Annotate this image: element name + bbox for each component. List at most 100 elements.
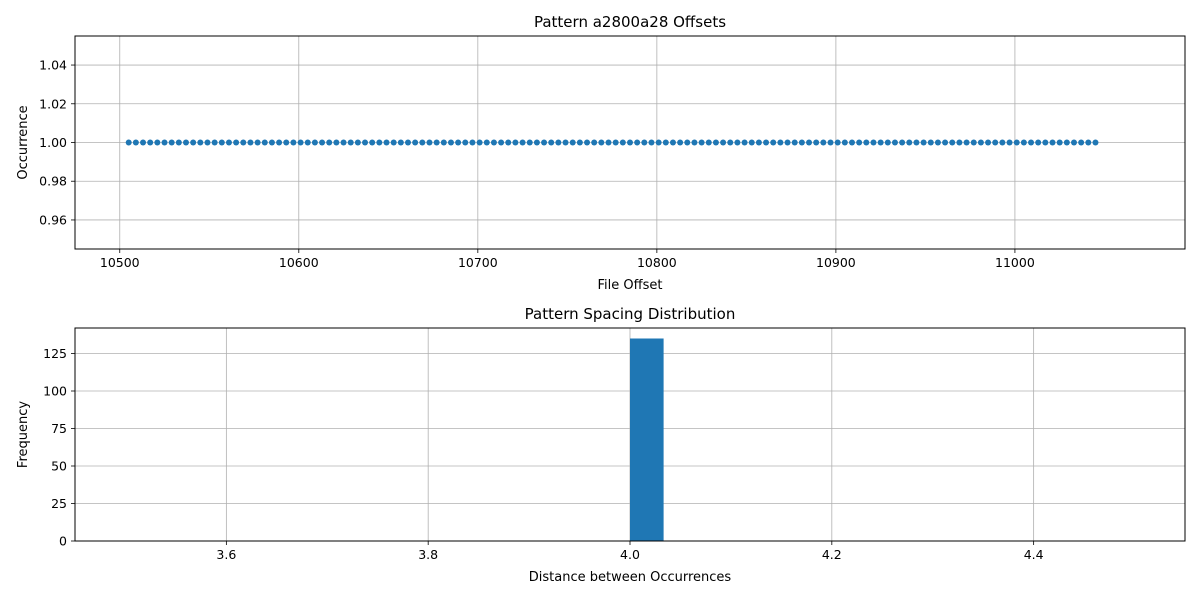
- offset-point: [168, 139, 175, 146]
- offset-point: [562, 139, 569, 146]
- offset-point: [1035, 139, 1042, 146]
- offset-point: [619, 139, 626, 146]
- offset-point: [412, 139, 419, 146]
- offset-point: [927, 139, 934, 146]
- offset-point: [856, 139, 863, 146]
- offset-point: [827, 139, 834, 146]
- offset-point: [720, 139, 727, 146]
- offset-point: [548, 139, 555, 146]
- offset-point: [641, 139, 648, 146]
- offset-point: [340, 139, 347, 146]
- offsets-points: [125, 139, 1099, 146]
- offsets-chart-title: Pattern a2800a28 Offsets: [534, 13, 726, 31]
- offset-point: [627, 139, 633, 146]
- offset-point: [347, 139, 354, 146]
- offset-point: [354, 139, 361, 146]
- offset-point: [132, 139, 139, 146]
- offset-point: [183, 139, 189, 146]
- offset-point: [1085, 139, 1092, 146]
- offsets-y-axis-label: Occurrence: [16, 105, 31, 179]
- offset-point: [533, 139, 540, 146]
- offset-point: [555, 139, 562, 146]
- spacing-bars: [630, 338, 664, 541]
- offset-point: [1006, 139, 1013, 146]
- spacing-x-ticks: 3.6 3.8 4.0 4.2 4.4: [216, 541, 1044, 562]
- offset-point: [591, 139, 598, 146]
- offset-point: [319, 139, 326, 146]
- y-tick-label: 1.00: [39, 135, 67, 150]
- offset-point: [763, 139, 770, 146]
- offset-point: [820, 139, 827, 146]
- y-tick-label: 25: [51, 496, 67, 511]
- offset-point: [1042, 139, 1049, 146]
- offset-point: [140, 139, 147, 146]
- offset-point: [276, 139, 283, 146]
- offset-point: [662, 139, 669, 146]
- offset-point: [1092, 139, 1099, 146]
- offset-point: [798, 139, 805, 146]
- offset-point: [985, 139, 992, 146]
- x-tick-label: 10600: [279, 255, 319, 270]
- offset-point: [440, 139, 447, 146]
- offset-point: [519, 139, 526, 146]
- x-tick-label: 4.0: [620, 547, 640, 562]
- y-tick-label: 1.02: [39, 96, 67, 111]
- offset-point: [576, 139, 583, 146]
- offset-point: [125, 139, 132, 146]
- y-tick-label: 1.04: [39, 58, 67, 73]
- offset-point: [147, 139, 154, 146]
- offset-point: [483, 139, 490, 146]
- offset-point: [1020, 139, 1027, 146]
- offset-point: [784, 139, 791, 146]
- spacing-y-axis-label: Frequency: [16, 401, 31, 468]
- offset-point: [727, 139, 734, 146]
- offset-point: [498, 139, 505, 146]
- offset-point: [1063, 139, 1070, 146]
- offset-point: [612, 139, 619, 146]
- offset-point: [934, 139, 941, 146]
- histogram-bar: [630, 338, 664, 541]
- offset-point: [669, 139, 676, 146]
- offset-point: [254, 139, 261, 146]
- offset-point: [476, 139, 483, 146]
- offset-point: [734, 139, 741, 146]
- offset-point: [712, 139, 719, 146]
- offsets-y-ticks: 0.96 0.98 1.00 1.02 1.04: [39, 58, 75, 227]
- offset-point: [834, 139, 841, 146]
- offset-point: [376, 139, 383, 146]
- offset-point: [225, 139, 232, 146]
- offset-point: [512, 139, 519, 146]
- offset-point: [634, 139, 641, 146]
- offset-point: [605, 139, 612, 146]
- x-tick-label: 3.8: [418, 547, 438, 562]
- offset-point: [791, 139, 798, 146]
- offset-point: [770, 139, 777, 146]
- y-tick-label: 0.96: [39, 212, 67, 227]
- offset-point: [584, 139, 591, 146]
- offsets-subplot: 10500 10600 10700 10800 10900 11000 0.96 0.98 1…: [16, 13, 1186, 293]
- offset-point: [748, 139, 755, 146]
- offset-point: [777, 139, 784, 146]
- y-tick-label: 100: [43, 384, 67, 399]
- offset-point: [913, 139, 920, 146]
- offset-point: [877, 139, 884, 146]
- offset-point: [211, 139, 218, 146]
- y-tick-label: 0.98: [39, 174, 67, 189]
- offset-point: [970, 139, 977, 146]
- offset-point: [863, 139, 870, 146]
- offset-point: [383, 139, 390, 146]
- offset-point: [849, 139, 855, 146]
- x-tick-label: 10700: [458, 255, 498, 270]
- x-tick-label: 3.6: [216, 547, 236, 562]
- offset-point: [419, 139, 426, 146]
- offset-point: [283, 139, 290, 146]
- offset-point: [899, 139, 906, 146]
- offset-point: [261, 139, 268, 146]
- offset-point: [956, 139, 963, 146]
- offset-point: [290, 139, 297, 146]
- offset-point: [841, 139, 848, 146]
- offset-point: [304, 139, 311, 146]
- offset-point: [369, 139, 376, 146]
- offset-point: [405, 139, 411, 146]
